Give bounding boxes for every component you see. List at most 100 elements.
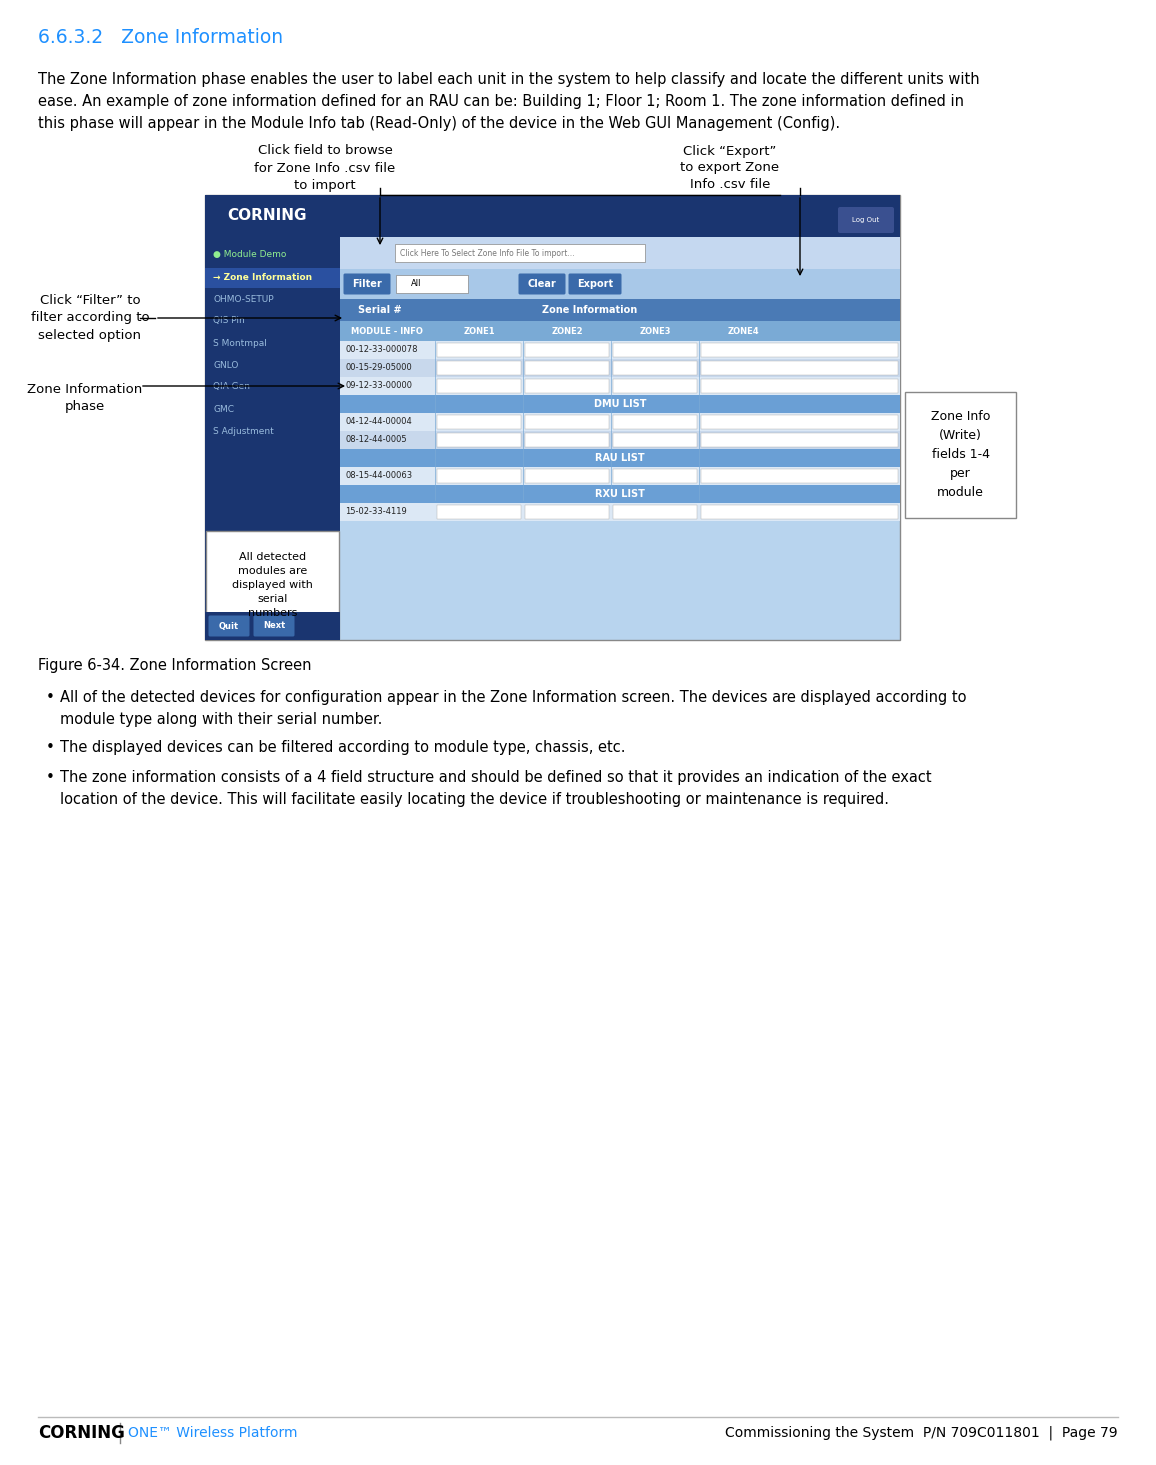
Text: CORNING: CORNING — [38, 1424, 125, 1442]
Text: Zone Information: Zone Information — [542, 305, 638, 315]
Text: Click Here To Select Zone Info File To import...: Click Here To Select Zone Info File To i… — [400, 249, 575, 258]
FancyBboxPatch shape — [437, 343, 521, 357]
Text: 6.6.3.2   Zone Information: 6.6.3.2 Zone Information — [38, 28, 283, 47]
FancyBboxPatch shape — [340, 396, 901, 413]
Text: •: • — [45, 690, 54, 705]
Text: Export: Export — [577, 278, 613, 289]
Text: Commissioning the System  P/N 709C011801  |  Page 79: Commissioning the System P/N 709C011801 … — [725, 1425, 1118, 1440]
Text: •: • — [45, 771, 54, 785]
FancyBboxPatch shape — [437, 415, 521, 429]
FancyBboxPatch shape — [397, 275, 468, 293]
FancyBboxPatch shape — [340, 341, 901, 359]
FancyBboxPatch shape — [395, 245, 645, 262]
FancyBboxPatch shape — [701, 469, 898, 483]
Text: 08-12-44-0005: 08-12-44-0005 — [344, 435, 407, 444]
FancyBboxPatch shape — [525, 360, 609, 375]
Text: ease. An example of zone information defined for an RAU can be: Building 1; Floo: ease. An example of zone information def… — [38, 94, 964, 108]
FancyBboxPatch shape — [437, 469, 521, 483]
FancyBboxPatch shape — [340, 237, 901, 270]
FancyBboxPatch shape — [340, 485, 901, 502]
Text: DMU LIST: DMU LIST — [594, 398, 646, 409]
Text: 00-15-29-05000: 00-15-29-05000 — [344, 363, 412, 372]
Text: Log Out: Log Out — [852, 217, 880, 223]
Text: ZONE4: ZONE4 — [727, 327, 758, 335]
Text: ZONE3: ZONE3 — [639, 327, 670, 335]
FancyBboxPatch shape — [519, 274, 565, 294]
Text: S Montmpal: S Montmpal — [213, 338, 267, 347]
FancyBboxPatch shape — [205, 268, 340, 289]
Text: 08-15-44-00063: 08-15-44-00063 — [344, 472, 413, 481]
Text: MODULE - INFO: MODULE - INFO — [351, 327, 423, 335]
FancyBboxPatch shape — [701, 415, 898, 429]
Text: Zone Information
phase: Zone Information phase — [28, 382, 142, 413]
FancyBboxPatch shape — [525, 343, 609, 357]
Text: Zone Info
(Write)
fields 1-4
per
module: Zone Info (Write) fields 1-4 per module — [931, 410, 991, 500]
FancyBboxPatch shape — [205, 195, 901, 237]
Text: Next: Next — [262, 621, 286, 630]
FancyBboxPatch shape — [613, 360, 697, 375]
FancyBboxPatch shape — [613, 379, 697, 393]
FancyBboxPatch shape — [437, 360, 521, 375]
FancyBboxPatch shape — [437, 505, 521, 519]
Text: All of the detected devices for configuration appear in the Zone Information scr: All of the detected devices for configur… — [60, 690, 966, 727]
FancyBboxPatch shape — [340, 321, 901, 341]
FancyBboxPatch shape — [343, 274, 391, 294]
Text: Click “Export”
to export Zone
Info .csv file: Click “Export” to export Zone Info .csv … — [681, 145, 779, 192]
FancyBboxPatch shape — [340, 431, 901, 448]
Text: 00-12-33-000078: 00-12-33-000078 — [344, 346, 417, 355]
Text: RXU LIST: RXU LIST — [595, 489, 645, 500]
FancyBboxPatch shape — [838, 207, 894, 233]
Text: → Zone Information: → Zone Information — [213, 272, 312, 281]
FancyBboxPatch shape — [701, 360, 898, 375]
Text: GNLO: GNLO — [213, 360, 238, 369]
Text: this phase will appear in the Module Info tab (Read-Only) of the device in the W: this phase will appear in the Module Inf… — [38, 116, 840, 130]
Text: The zone information consists of a 4 field structure and should be defined so th: The zone information consists of a 4 fie… — [60, 771, 932, 807]
FancyBboxPatch shape — [701, 379, 898, 393]
FancyBboxPatch shape — [613, 505, 697, 519]
Text: Serial #: Serial # — [358, 305, 402, 315]
FancyBboxPatch shape — [701, 343, 898, 357]
FancyBboxPatch shape — [437, 434, 521, 447]
Text: ONE™ Wireless Platform: ONE™ Wireless Platform — [128, 1425, 297, 1440]
Text: RAU LIST: RAU LIST — [595, 453, 645, 463]
Text: ● Module Demo: ● Module Demo — [213, 251, 287, 259]
Text: All: All — [410, 280, 421, 289]
FancyBboxPatch shape — [206, 530, 339, 639]
Text: S Adjustment: S Adjustment — [213, 426, 274, 435]
FancyBboxPatch shape — [525, 379, 609, 393]
Text: Quit: Quit — [218, 621, 239, 630]
FancyBboxPatch shape — [525, 415, 609, 429]
Text: 04-12-44-00004: 04-12-44-00004 — [344, 418, 412, 426]
FancyBboxPatch shape — [437, 379, 521, 393]
FancyBboxPatch shape — [569, 274, 622, 294]
FancyBboxPatch shape — [205, 237, 340, 640]
Text: CORNING: CORNING — [227, 208, 306, 224]
FancyBboxPatch shape — [205, 195, 901, 640]
FancyBboxPatch shape — [340, 467, 901, 485]
Text: 09-12-33-00000: 09-12-33-00000 — [344, 381, 412, 391]
FancyBboxPatch shape — [340, 377, 901, 396]
FancyBboxPatch shape — [340, 502, 901, 522]
FancyBboxPatch shape — [613, 343, 697, 357]
Text: ZONE2: ZONE2 — [551, 327, 583, 335]
FancyBboxPatch shape — [905, 393, 1016, 519]
Text: Clear: Clear — [527, 278, 556, 289]
FancyBboxPatch shape — [701, 505, 898, 519]
FancyBboxPatch shape — [525, 434, 609, 447]
Text: All detected
modules are
displayed with
serial
numbers: All detected modules are displayed with … — [232, 552, 313, 618]
Text: QIA Gen: QIA Gen — [213, 382, 250, 391]
Text: OHMO-SETUP: OHMO-SETUP — [213, 294, 274, 303]
Text: The Zone Information phase enables the user to label each unit in the system to : The Zone Information phase enables the u… — [38, 72, 979, 86]
FancyBboxPatch shape — [205, 612, 340, 640]
FancyBboxPatch shape — [253, 615, 295, 636]
FancyBboxPatch shape — [340, 270, 901, 299]
FancyBboxPatch shape — [525, 469, 609, 483]
Text: Click field to browse
for Zone Info .csv file
to import: Click field to browse for Zone Info .csv… — [254, 145, 395, 192]
FancyBboxPatch shape — [525, 505, 609, 519]
Text: Click “Filter” to
filter according to
selected option: Click “Filter” to filter according to se… — [31, 294, 149, 341]
Text: •: • — [45, 740, 54, 754]
FancyBboxPatch shape — [208, 615, 250, 636]
FancyBboxPatch shape — [340, 448, 901, 467]
Text: GMC: GMC — [213, 404, 234, 413]
FancyBboxPatch shape — [613, 415, 697, 429]
